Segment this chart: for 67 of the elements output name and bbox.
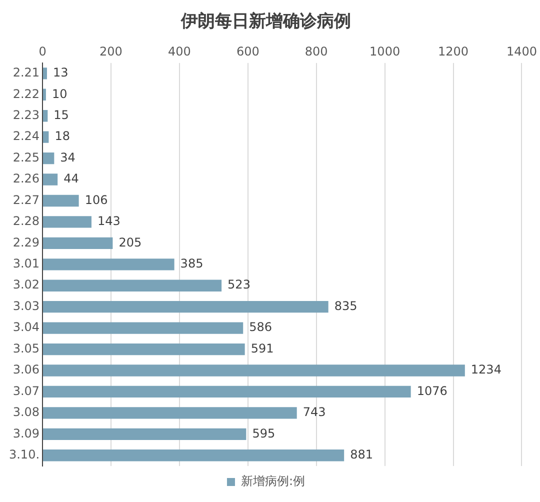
y-tick-label: 3.07: [12, 384, 40, 398]
bar: [43, 301, 328, 313]
bar: [43, 280, 222, 292]
bar: [43, 407, 297, 419]
bar: [43, 88, 46, 100]
data-label: 881: [350, 448, 373, 462]
bar: [43, 174, 58, 186]
x-tick-label: 600: [236, 44, 260, 59]
y-tick-label: 2.21: [12, 66, 40, 80]
y-tick-label: 2.24: [12, 129, 40, 144]
data-label: 143: [97, 214, 120, 228]
bar: [43, 110, 48, 122]
data-label: 106: [84, 192, 108, 207]
bar: [43, 343, 245, 356]
data-label: 13: [52, 66, 68, 80]
bar: [43, 386, 411, 398]
data-label: 591: [250, 341, 274, 356]
y-tick-label: 2.22: [12, 86, 40, 101]
y-tick-label: 3.01: [12, 256, 40, 271]
y-tick-label: 3.03: [12, 298, 40, 313]
x-tick-label: 1000: [370, 44, 400, 59]
y-tick-label: 3.10.: [8, 448, 40, 462]
data-label: 44: [64, 172, 79, 186]
bar: [43, 450, 344, 462]
bar: [43, 216, 92, 228]
bar: [43, 152, 54, 164]
y-tick-label: 2.27: [12, 192, 40, 207]
y-tick-label: 3.06: [12, 362, 40, 377]
y-tick-label: 3.05: [12, 341, 40, 356]
bar: [43, 237, 113, 250]
x-tick-label: 200: [100, 44, 122, 59]
data-label: 523: [228, 278, 250, 292]
bar: [43, 364, 465, 376]
data-label: 595: [252, 426, 276, 440]
y-tick-label: 2.23: [12, 108, 40, 122]
x-tick-label: 1200: [438, 44, 469, 59]
bar: [43, 428, 246, 440]
y-tick-label: 3.09: [12, 426, 40, 440]
data-label: 10: [52, 86, 68, 101]
y-tick-label: 3.04: [12, 320, 40, 334]
data-label: 1076: [416, 384, 448, 398]
x-tick-label: 800: [304, 44, 328, 59]
y-tick-label: 2.28: [12, 214, 40, 228]
legend-label: 新增病例:例: [240, 474, 306, 488]
bar: [43, 322, 244, 334]
y-tick-label: 3.08: [12, 405, 40, 420]
x-tick-label: 400: [168, 44, 191, 59]
y-tick-label: 3.02: [12, 278, 40, 292]
x-tick-label: 0: [38, 44, 46, 59]
y-tick-label: 2.26: [12, 172, 40, 186]
data-label: 835: [334, 298, 358, 313]
bar: [43, 68, 47, 80]
data-label: 15: [54, 108, 69, 122]
bar: [43, 258, 174, 270]
data-label: 1234: [470, 362, 502, 377]
data-label: 743: [302, 405, 326, 420]
data-label: 586: [249, 320, 272, 334]
data-label: 385: [180, 256, 204, 271]
x-tick-label: 1400: [506, 44, 538, 59]
data-label: 34: [60, 150, 76, 164]
y-tick-label: 2.29: [12, 235, 40, 250]
data-label: 205: [118, 235, 142, 250]
y-tick-label: 2.25: [12, 150, 40, 164]
bar: [43, 131, 49, 143]
data-label: 18: [54, 129, 70, 144]
bar: [43, 194, 79, 207]
chart-title: 伊朗每日新增确诊病例: [180, 12, 351, 32]
